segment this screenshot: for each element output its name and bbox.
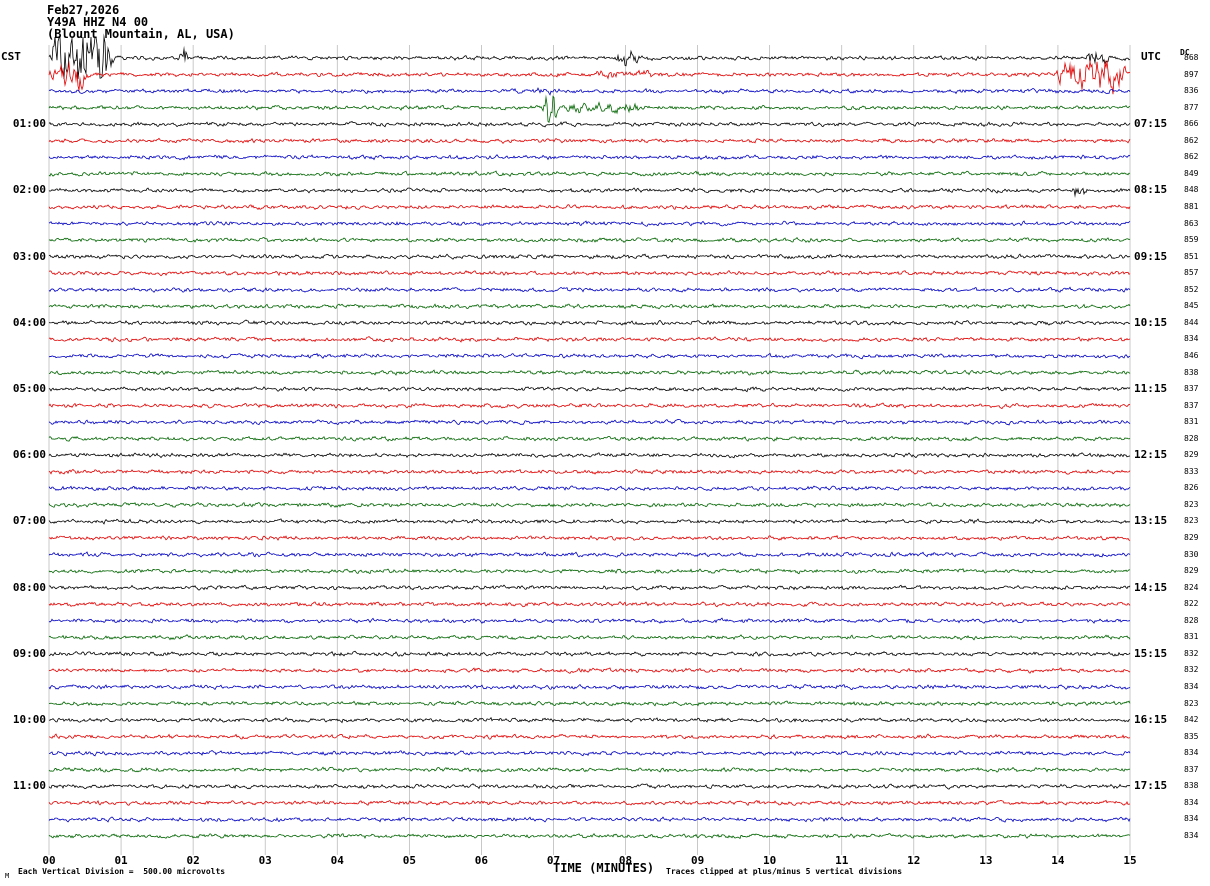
hour-label-right: 16:15 [1134, 713, 1168, 727]
dc-value: 822 [1184, 599, 1199, 609]
x-tick-label: 06 [474, 854, 489, 867]
dc-value: 838 [1184, 781, 1199, 791]
dc-value: 834 [1184, 797, 1199, 807]
x-tick-label: 14 [1051, 854, 1065, 867]
dc-value: 828 [1184, 433, 1199, 443]
dc-value: 824 [1184, 582, 1199, 592]
dc-value: 831 [1184, 632, 1199, 642]
x-tick-label: 00 [42, 854, 56, 867]
dc-value: 862 [1184, 152, 1199, 162]
dc-value: 881 [1184, 201, 1199, 211]
station-name-label: (Blount Mountain, AL, USA) [47, 27, 235, 41]
date-label: Feb27,2026 [47, 3, 120, 17]
dc-value: 834 [1184, 682, 1199, 691]
hour-label-left: 10:00 [12, 713, 46, 727]
dc-value: 829 [1184, 566, 1199, 576]
x-tick-label: 02 [186, 854, 200, 867]
hour-label-right: 08:15 [1134, 183, 1168, 197]
hour-label-right: 15:15 [1134, 646, 1168, 660]
dc-value: 866 [1184, 119, 1199, 129]
dc-value: 857 [1184, 268, 1199, 278]
dc-value: 844 [1184, 317, 1199, 327]
hour-label-right: 07:15 [1134, 117, 1168, 131]
dc-value: 837 [1184, 384, 1199, 394]
dc-value: 848 [1184, 185, 1199, 195]
left-timezone-label: CST [1, 50, 21, 63]
dc-value: 835 [1184, 731, 1199, 741]
dc-value: 849 [1184, 168, 1199, 178]
dc-value: 845 [1184, 301, 1199, 311]
dc-value: 828 [1184, 615, 1199, 625]
dc-value: 877 [1184, 102, 1199, 112]
hour-label-right: 14:15 [1134, 580, 1168, 594]
hour-label-left: 07:00 [12, 514, 46, 528]
hour-label-right: 10:15 [1134, 315, 1168, 329]
hour-label-left: 11:00 [12, 779, 46, 793]
dc-value: 868 [1184, 53, 1199, 62]
x-tick-label: 07 [546, 854, 561, 867]
dc-value: 859 [1184, 235, 1199, 245]
dc-value: 832 [1184, 665, 1199, 675]
dc-value: 851 [1184, 251, 1199, 261]
dc-value: 834 [1184, 748, 1199, 758]
dc-value: 852 [1184, 284, 1199, 294]
right-timezone-label: UTC [1141, 50, 1161, 63]
dc-value: 829 [1184, 533, 1199, 543]
hour-label-right: 12:15 [1134, 448, 1168, 462]
corner-mark: M [5, 872, 10, 880]
x-tick-label: 12 [907, 854, 921, 867]
scale-note-label: Each Vertical Division = 500.00 microvol… [18, 867, 226, 876]
dc-value: 836 [1184, 86, 1199, 96]
x-tick-label: 09 [690, 854, 705, 867]
hour-label-right: 09:15 [1134, 249, 1168, 263]
hour-label-left: 03:00 [12, 249, 46, 263]
dc-value: 842 [1184, 715, 1199, 725]
dc-value: 862 [1184, 135, 1199, 145]
hour-label-left: 08:00 [12, 580, 46, 594]
x-tick-label: 10 [763, 854, 777, 867]
hour-label-left: 01:00 [12, 117, 46, 131]
x-tick-label: 11 [835, 854, 849, 867]
dc-value: 897 [1184, 69, 1199, 79]
dc-value: 826 [1184, 483, 1199, 493]
dc-value: 829 [1184, 450, 1199, 460]
x-tick-label: 01 [114, 854, 128, 867]
hour-label-left: 02:00 [12, 183, 46, 197]
dc-value: 838 [1184, 367, 1199, 377]
x-tick-label: 15 [1123, 854, 1137, 867]
dc-value: 833 [1184, 466, 1199, 476]
station-id-label: Y49A HHZ N4 00 [47, 15, 149, 29]
hour-label-left: 06:00 [12, 448, 46, 462]
hour-label-right: 13:15 [1134, 514, 1168, 528]
dc-value: 834 [1184, 830, 1199, 840]
x-tick-label: 04 [330, 854, 344, 867]
hour-label-left: 04:00 [12, 315, 46, 329]
dc-value: 823 [1184, 499, 1199, 509]
x-tick-label: 03 [258, 854, 272, 867]
dc-value: 823 [1184, 516, 1199, 526]
hour-label-right: 17:15 [1134, 779, 1168, 793]
dc-column-header: DC [1180, 48, 1190, 57]
dc-value: 830 [1184, 549, 1199, 559]
x-tick-label: 13 [979, 854, 993, 867]
dc-value: 823 [1184, 698, 1199, 708]
dc-value: 846 [1184, 350, 1199, 360]
dc-value: 831 [1184, 417, 1199, 427]
hour-label-left: 05:00 [12, 382, 46, 396]
dc-value: 837 [1184, 764, 1199, 774]
dc-value: 863 [1184, 218, 1199, 228]
hour-label-right: 11:15 [1134, 382, 1168, 396]
dc-value: 834 [1184, 814, 1199, 824]
dc-value: 837 [1184, 400, 1199, 410]
x-tick-label: 05 [402, 854, 416, 867]
hour-label-left: 09:00 [12, 646, 46, 660]
x-tick-label: 08 [618, 854, 633, 867]
clip-note-label: Traces clipped at plus/minus 5 vertical … [666, 867, 903, 876]
dc-value: 834 [1184, 334, 1199, 344]
x-axis-title: TIME (MINUTES) [553, 861, 655, 875]
dc-value: 832 [1184, 648, 1199, 658]
